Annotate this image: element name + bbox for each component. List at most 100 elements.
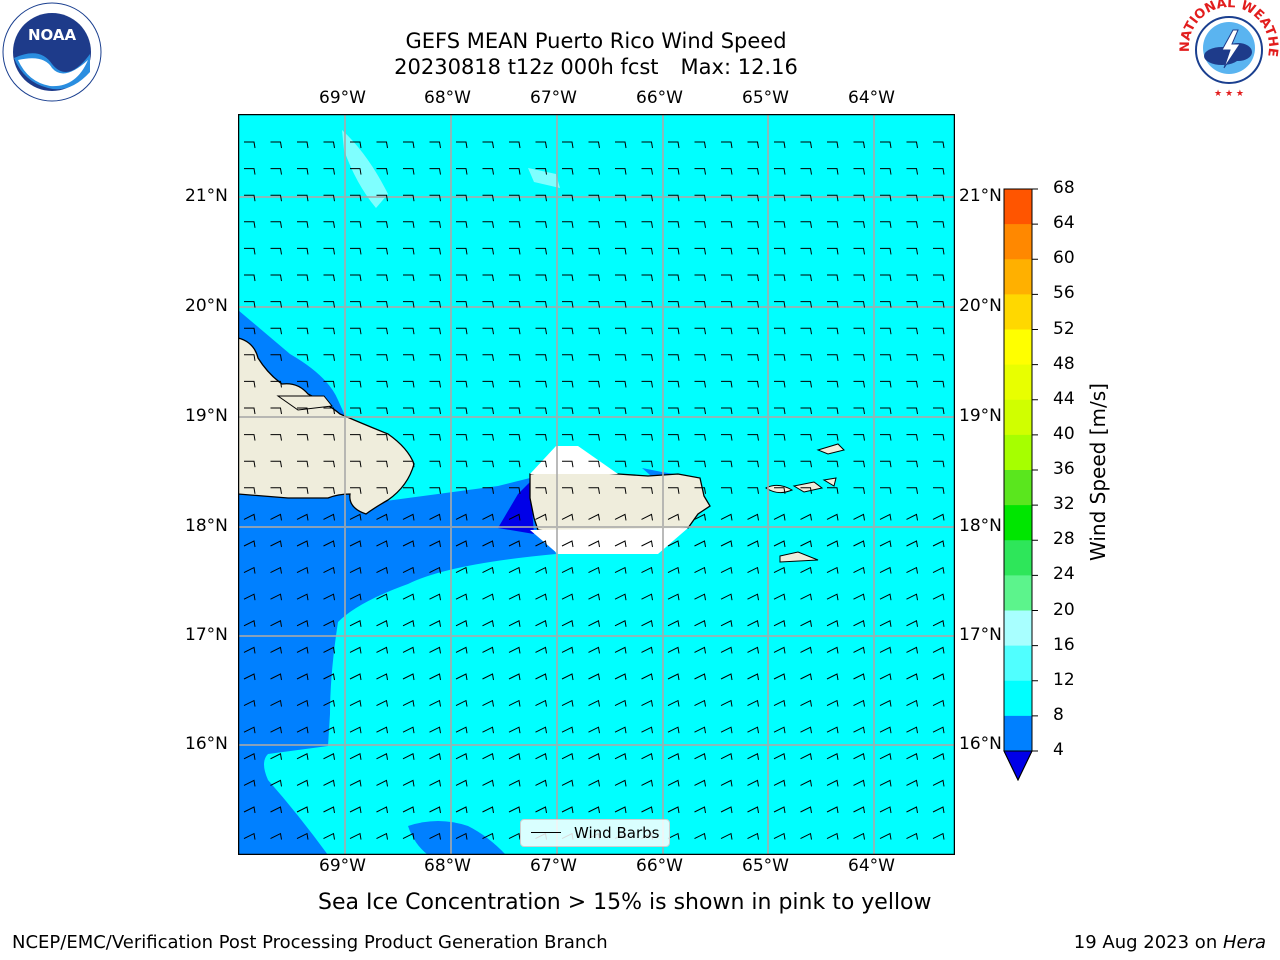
wind-barb [323, 221, 335, 228]
wind-barb [376, 566, 388, 574]
wind-barb [270, 646, 282, 654]
wind-barb [641, 646, 653, 654]
wind-barb [721, 301, 733, 308]
wind-barb [668, 274, 680, 282]
wind-barb [588, 301, 600, 308]
wind-barb [668, 460, 680, 468]
wind-barb [773, 673, 786, 681]
colorbar-segment [1004, 575, 1032, 611]
noaa-logo: NOAA [2, 2, 102, 102]
wind-barb [588, 673, 600, 681]
wind-barb [641, 753, 653, 760]
wind-barb [932, 620, 945, 627]
wind-barb [853, 779, 865, 787]
wind-barb [853, 221, 865, 228]
wind-barb [933, 301, 945, 308]
wind-barb [509, 274, 521, 282]
wind-barb [641, 194, 653, 202]
mask-area [530, 446, 618, 474]
wind-barb [270, 194, 282, 202]
lon-label: 68°W [424, 856, 471, 876]
lon-label: 69°W [319, 88, 366, 108]
wind-barb [774, 194, 786, 202]
wind-barb [614, 753, 627, 760]
wind-barb [349, 673, 362, 681]
wind-barb [853, 513, 865, 521]
wind-barb [641, 247, 653, 255]
wind-barb [906, 673, 918, 681]
wind-barb [933, 141, 945, 149]
wind-barb [270, 726, 282, 734]
wind-barb [323, 779, 335, 787]
wind-barb [880, 407, 892, 415]
wind-barb [535, 699, 547, 707]
wind-barb [455, 806, 468, 814]
wind-barb [323, 540, 335, 548]
wind-barb [535, 407, 547, 415]
wind-barb [376, 354, 388, 361]
wind-barb [508, 566, 521, 574]
wind-barb [402, 566, 415, 574]
wind-barb [694, 540, 706, 548]
wind-barb [906, 806, 918, 814]
wind-barb [694, 434, 706, 441]
wind-barb-legend-icon [531, 832, 561, 833]
wind-barb [296, 699, 309, 707]
wind-barb [800, 434, 812, 441]
wind-barb [297, 221, 309, 228]
wind-barb [747, 566, 759, 574]
wind-barb [720, 620, 733, 627]
lon-label: 68°W [424, 88, 471, 108]
wind-barb [509, 354, 521, 361]
wind-barb [879, 779, 892, 787]
wind-barb [296, 593, 309, 601]
wind-barb [747, 434, 759, 441]
wind-barb [720, 699, 733, 707]
lon-label: 67°W [530, 856, 577, 876]
wind-barb [270, 221, 282, 228]
wind-barb [350, 327, 362, 335]
wind-barb [296, 779, 309, 787]
wind-barbs [243, 141, 945, 840]
colorbar-tick-label: 8 [1053, 704, 1064, 725]
wind-patch [528, 168, 560, 188]
wind-barb [694, 487, 706, 494]
wind-barb [880, 194, 892, 202]
wind-barb [429, 593, 441, 601]
wind-barb [932, 513, 945, 521]
wind-barb [827, 380, 839, 388]
wind-barb [800, 354, 812, 361]
wind-barb [853, 168, 865, 175]
wind-barb [323, 168, 335, 175]
wind-barb [614, 540, 627, 548]
wind-barb [747, 301, 759, 308]
wind-barb [376, 806, 388, 814]
wind-barb [376, 540, 388, 548]
wind-barb [773, 646, 786, 654]
wind-speed-map [238, 114, 955, 855]
wind-barb [323, 806, 335, 814]
wind-barb [376, 779, 388, 787]
wind-barb [906, 646, 918, 654]
wind-barb [879, 566, 892, 574]
wind-barb [429, 460, 441, 468]
wind-barb [773, 806, 786, 814]
wind-barb [561, 806, 574, 814]
wind-barb [270, 434, 282, 441]
wind-barb [588, 540, 600, 548]
wind-barb [800, 779, 812, 787]
colorbar-tick-label: 52 [1053, 318, 1075, 339]
wind-barb [243, 726, 256, 734]
wind-barb [482, 699, 494, 707]
wind-barb [774, 221, 786, 228]
wind-barb [323, 753, 335, 760]
wind-barb [244, 487, 256, 494]
wind-barb [429, 620, 441, 627]
wind-barb [880, 380, 892, 388]
wind-barb [826, 513, 839, 521]
wind-barb [694, 646, 706, 654]
wind-barb [932, 646, 945, 654]
wind-barb [773, 779, 786, 787]
wind-barb [509, 141, 521, 149]
footer-machine: Hera [1222, 932, 1266, 953]
